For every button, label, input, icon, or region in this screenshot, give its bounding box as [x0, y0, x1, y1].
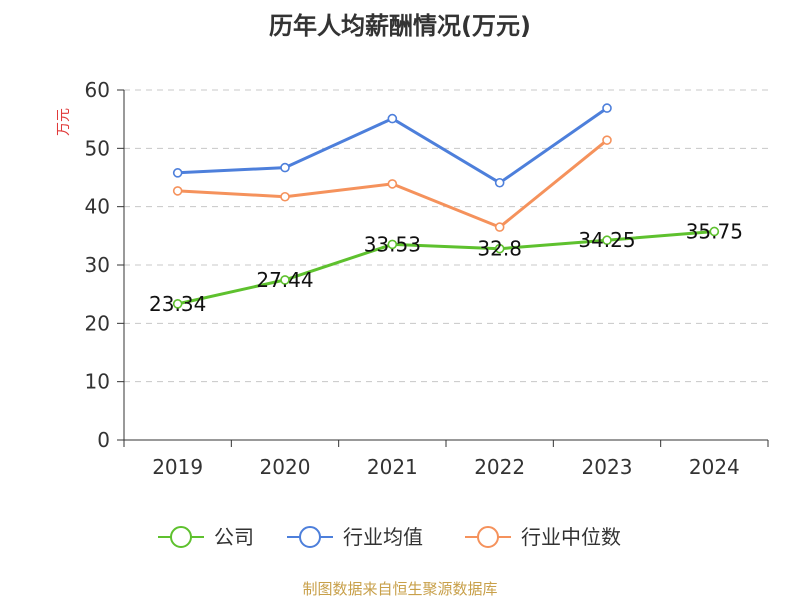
y-tick-label-50: 50	[85, 136, 110, 160]
y-tick-label-20: 20	[85, 311, 110, 335]
data-label-2022: 32.8	[477, 237, 522, 261]
data-label-2020: 27.44	[256, 268, 313, 292]
y-tick-label-30: 30	[85, 253, 110, 277]
data-point-s0-2024	[709, 226, 720, 237]
data-point-s1-2019	[172, 168, 183, 178]
series-line-0	[177, 230, 715, 306]
x-tick-label-2020: 2020	[260, 455, 311, 479]
data-point-s2-2022	[494, 222, 505, 232]
data-point-s0-2022	[494, 243, 505, 254]
legend-label-0: 公司	[214, 525, 254, 549]
data-source-note: 制图数据来自恒生聚源数据库	[302, 580, 498, 598]
data-point-s0-2019	[172, 299, 183, 309]
data-point-s2-2020	[280, 191, 290, 202]
data-point-s0-2020	[280, 275, 290, 285]
chart-title: 历年人均薪酬情况(万元)	[269, 12, 531, 40]
data-label-2023: 34.25	[578, 228, 635, 252]
data-point-s1-2020	[280, 162, 290, 173]
data-point-s2-2021	[387, 179, 398, 189]
data-point-s1-2023	[602, 103, 612, 113]
y-tick-label-60: 60	[85, 78, 110, 102]
y-axis-label: 万元	[56, 108, 72, 136]
y-tick-label-10: 10	[85, 370, 110, 394]
data-point-s0-2023	[602, 235, 612, 246]
data-label-2024: 35.75	[686, 219, 743, 243]
y-tick-label-0: 0	[97, 428, 110, 452]
legend-label-1: 行业均值	[343, 525, 423, 549]
x-tick-label-2021: 2021	[367, 455, 418, 479]
y-tick-label-40: 40	[85, 195, 110, 219]
data-point-s2-2023	[602, 135, 612, 145]
legend-marker-1	[299, 526, 321, 548]
data-label-2021: 33.53	[364, 232, 421, 256]
x-tick-label-2019: 2019	[152, 455, 203, 479]
data-point-s0-2021	[387, 239, 398, 250]
legend-label-2: 行业中位数	[521, 525, 621, 549]
x-tick-label-2023: 2023	[582, 455, 633, 479]
data-point-s1-2021	[387, 113, 398, 124]
legend-marker-0	[170, 526, 192, 548]
x-tick-label-2022: 2022	[474, 455, 525, 479]
x-tick-label-2024: 2024	[689, 455, 740, 479]
data-point-s2-2019	[172, 186, 183, 196]
legend-marker-2	[477, 526, 499, 548]
data-point-s1-2022	[494, 177, 505, 188]
data-label-2019: 23.34	[149, 292, 206, 316]
